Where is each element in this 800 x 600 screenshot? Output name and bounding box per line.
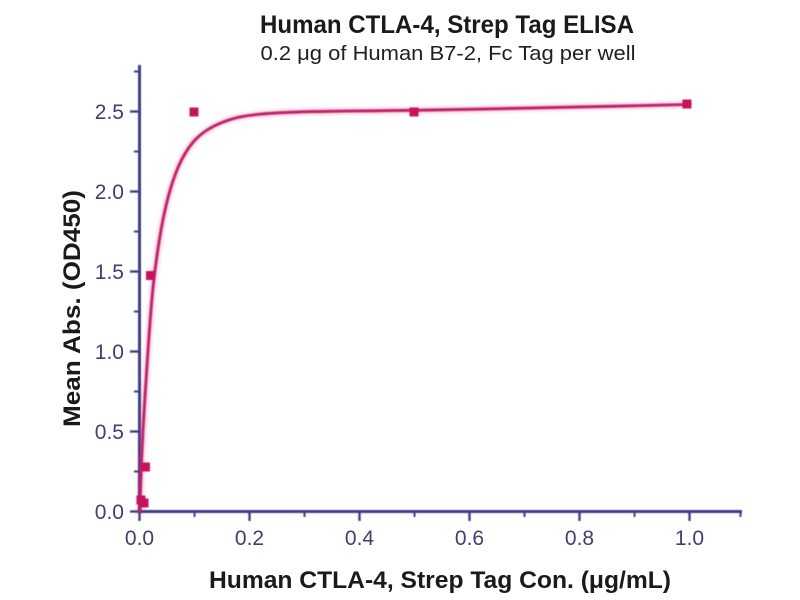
svg-text:0.5: 0.5 <box>95 421 124 444</box>
svg-text:0.0: 0.0 <box>125 527 154 550</box>
svg-text:Mean Abs. (OD450): Mean Abs. (OD450) <box>59 190 86 427</box>
svg-text:0.2 μg of Human B7-2, Fc Tag p: 0.2 μg of Human B7-2, Fc Tag per well <box>261 43 636 65</box>
svg-text:Human CTLA-4, Strep Tag Con. (: Human CTLA-4, Strep Tag Con. (μg/mL) <box>209 567 671 594</box>
svg-text:0.8: 0.8 <box>565 527 594 550</box>
svg-text:0.0: 0.0 <box>95 501 124 524</box>
svg-text:1.0: 1.0 <box>95 341 124 364</box>
svg-text:2.0: 2.0 <box>95 181 124 204</box>
svg-text:0.6: 0.6 <box>455 527 484 550</box>
svg-text:0.2: 0.2 <box>235 527 264 550</box>
svg-text:1.5: 1.5 <box>95 261 124 284</box>
svg-text:1.0: 1.0 <box>675 527 704 550</box>
svg-text:2.5: 2.5 <box>95 101 124 124</box>
svg-text:0.4: 0.4 <box>345 527 375 550</box>
svg-text:Human CTLA-4, Strep Tag ELISA: Human CTLA-4, Strep Tag ELISA <box>260 11 634 39</box>
